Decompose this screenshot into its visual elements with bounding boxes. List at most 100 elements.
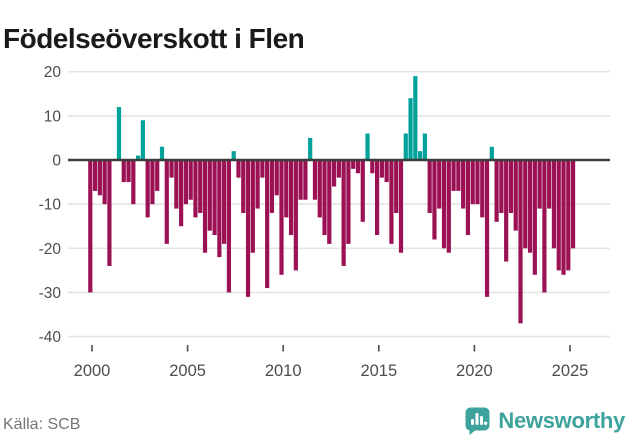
bar-positive (231, 151, 236, 160)
bar-positive (136, 155, 141, 160)
bar-negative (470, 160, 475, 205)
bar-positive (422, 133, 427, 160)
bar-negative (274, 160, 279, 196)
bar-negative (293, 160, 298, 271)
bar-negative (499, 160, 504, 213)
bar-negative (427, 160, 432, 213)
bar-negative (518, 160, 523, 324)
bar-negative (451, 160, 456, 191)
bar-negative (461, 160, 466, 209)
bar-positive (116, 107, 122, 160)
bar-negative (547, 160, 552, 209)
bar-negative (92, 160, 98, 191)
bar-negative (126, 160, 131, 183)
bar-negative (279, 160, 284, 275)
bar-negative (245, 160, 251, 297)
bar-negative (389, 160, 394, 244)
bar-negative (346, 160, 351, 244)
bar-negative (303, 160, 308, 200)
bar-negative (284, 160, 289, 218)
bar-positive (365, 133, 370, 160)
bar-negative (322, 160, 327, 236)
brand-name: Newsworthy (498, 407, 625, 433)
bar-negative (513, 160, 518, 231)
bar-negative (394, 160, 399, 213)
bar-negative (527, 160, 533, 253)
newsworthy-logo-icon (465, 407, 490, 435)
bar-positive (140, 120, 145, 160)
bar-negative (456, 160, 461, 191)
x-tick-label: 2005 (169, 362, 206, 380)
bar-negative (370, 160, 375, 174)
bar-positive (403, 133, 408, 160)
bar-negative (331, 160, 337, 187)
bar-negative (465, 160, 471, 236)
bar-negative (384, 160, 389, 183)
bar-negative (379, 160, 384, 178)
bar-negative (542, 160, 547, 293)
bar-negative (260, 160, 265, 178)
bar-positive (308, 137, 313, 160)
bar-negative (179, 160, 184, 227)
bar-negative (327, 160, 332, 244)
x-tick-label: 2000 (74, 362, 111, 380)
bar-negative (150, 160, 155, 205)
bar-negative (537, 160, 542, 209)
bar-negative (432, 160, 437, 240)
bar-negative (351, 160, 356, 169)
x-tick-label: 2020 (456, 362, 493, 380)
bar-negative (121, 160, 126, 183)
bar-negative (570, 160, 576, 249)
bar-negative (355, 160, 361, 174)
bar-negative (217, 160, 222, 258)
bar-negative (446, 160, 451, 253)
bar-negative (102, 160, 107, 205)
bar-negative (226, 160, 232, 293)
bar-negative (566, 160, 571, 271)
bar-negative (207, 160, 212, 231)
logo-bar-tall (475, 413, 479, 425)
x-tick-label: 2015 (360, 362, 397, 380)
logo-bar-small (471, 419, 475, 425)
source-label: Källa: SCB (3, 416, 81, 433)
bar-negative (504, 160, 509, 262)
bar-negative (437, 160, 442, 209)
bar-negative (269, 160, 275, 213)
y-tick-label: -10 (39, 197, 62, 214)
bar-positive (408, 98, 413, 160)
bar-negative (164, 160, 169, 244)
x-tick-label: 2010 (265, 362, 302, 380)
bar-negative (484, 160, 490, 297)
bar-negative (561, 160, 566, 275)
logo-dot (484, 421, 488, 425)
bar-negative (317, 160, 322, 218)
bar-negative (193, 160, 198, 218)
logo-bar-medium (480, 416, 484, 425)
bar-negative (222, 160, 227, 244)
bar-negative (169, 160, 174, 178)
bar-negative (241, 160, 246, 213)
bar-negative (188, 160, 193, 200)
bar-positive (418, 151, 423, 160)
bar-negative (398, 160, 404, 253)
bar-negative (255, 160, 260, 209)
bar-negative (107, 160, 112, 266)
bar-negative (556, 160, 561, 271)
bar-negative (145, 160, 150, 218)
bar-negative (131, 160, 136, 205)
bar-negative (202, 160, 208, 253)
bar-negative (360, 160, 365, 222)
bar-negative (532, 160, 537, 275)
bar-negative (198, 160, 203, 213)
chart-title: Födelseöverskott i Flen (3, 22, 305, 54)
bar-negative (288, 160, 294, 236)
bar-negative (508, 160, 514, 213)
bar-negative (183, 160, 188, 205)
bar-negative (523, 160, 528, 249)
bar-negative (88, 160, 93, 293)
bar-negative (236, 160, 241, 178)
y-tick-label: -30 (39, 285, 62, 302)
y-tick-label: 10 (44, 108, 62, 125)
bar-negative (155, 160, 160, 191)
